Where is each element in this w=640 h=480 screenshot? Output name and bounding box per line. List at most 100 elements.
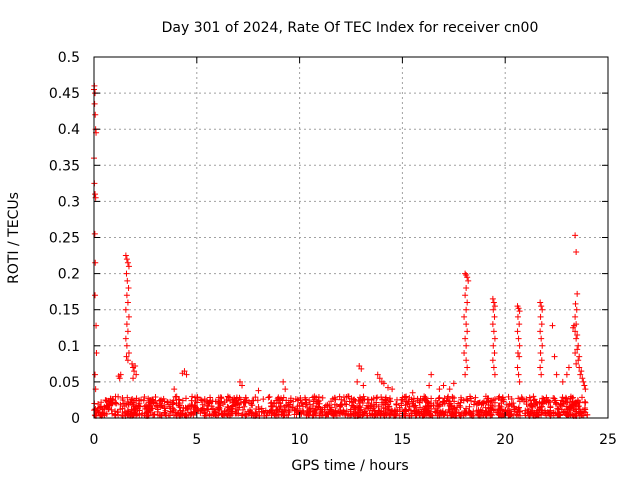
data-point: [201, 398, 208, 405]
data-point: [355, 404, 362, 411]
data-point: [475, 400, 482, 407]
data-point: [331, 394, 338, 401]
data-point: [161, 409, 168, 416]
data-point: [439, 399, 446, 406]
data-point: [375, 403, 382, 410]
x-tick-labels: 0 5 10 15 20 25: [90, 432, 617, 448]
data-point: [482, 411, 489, 418]
data-point: [461, 313, 468, 320]
data-point: [574, 331, 581, 338]
data-point: [578, 368, 585, 375]
data-point: [183, 371, 190, 378]
data-point: [354, 378, 361, 385]
data-point: [333, 402, 340, 409]
data-point: [462, 371, 469, 378]
data-point: [539, 395, 546, 402]
data-point: [192, 403, 199, 410]
data-point: [538, 357, 545, 364]
data-point: [324, 401, 331, 408]
data-point: [559, 378, 566, 385]
data-point: [443, 397, 450, 404]
data-point: [127, 412, 134, 419]
data-point: [247, 408, 254, 415]
data-point: [572, 313, 579, 320]
data-point: [463, 342, 470, 349]
data-point: [145, 395, 152, 402]
data-point: [254, 397, 261, 404]
data-point: [188, 409, 195, 416]
data-point: [423, 403, 430, 410]
data-point: [409, 389, 416, 396]
data-point: [130, 401, 137, 408]
data-point: [401, 407, 408, 414]
data-point: [451, 398, 458, 405]
data-point: [179, 397, 186, 404]
data-point: [116, 375, 123, 382]
data-point: [152, 393, 159, 400]
data-point: [462, 270, 469, 277]
data-point: [430, 402, 437, 409]
data-point: [515, 411, 522, 418]
data-point: [516, 308, 523, 315]
data-point: [125, 401, 132, 408]
data-point: [538, 321, 545, 328]
data-point: [410, 395, 417, 402]
data-point: [422, 408, 429, 415]
data-point: [310, 398, 317, 405]
data-point: [207, 397, 214, 404]
data-point: [416, 399, 423, 406]
data-point: [464, 364, 471, 371]
data-point: [265, 394, 272, 401]
data-point: [236, 378, 243, 385]
data-point: [219, 411, 226, 418]
data-point: [323, 412, 330, 419]
data-point: [131, 368, 138, 375]
data-point: [549, 322, 556, 329]
data-point: [215, 404, 222, 411]
data-point: [489, 412, 496, 419]
chart-title: Day 301 of 2024, Rate Of TEC Index for r…: [162, 20, 539, 36]
data-point: [417, 404, 424, 411]
data-point: [123, 342, 130, 349]
data-point: [505, 393, 512, 400]
data-point: [149, 396, 156, 403]
data-point: [172, 393, 179, 400]
data-point: [440, 382, 447, 389]
y-tick-label: 0.05: [49, 375, 80, 391]
data-point: [328, 398, 335, 405]
data-point: [170, 412, 177, 419]
data-point: [348, 402, 355, 409]
data-point: [471, 398, 478, 405]
data-point: [475, 407, 482, 414]
data-point: [425, 409, 432, 416]
data-point: [241, 410, 248, 417]
data-point: [579, 375, 586, 382]
data-point: [336, 393, 343, 400]
data-point: [188, 410, 195, 417]
data-point: [543, 412, 550, 419]
data-point: [464, 328, 471, 335]
data-point: [558, 403, 565, 410]
data-point: [490, 364, 497, 371]
data-point: [162, 411, 169, 418]
data-point: [436, 386, 443, 393]
data-point: [352, 398, 359, 405]
data-point: [92, 371, 99, 378]
data-point: [101, 410, 108, 417]
data-point: [123, 292, 130, 299]
data-point: [577, 371, 584, 378]
data-point: [531, 396, 538, 403]
data-point: [240, 399, 247, 406]
data-point: [277, 402, 284, 409]
data-point: [169, 399, 176, 406]
data-point: [566, 405, 573, 412]
data-point: [567, 393, 574, 400]
data-point: [539, 342, 546, 349]
data-point: [171, 386, 178, 393]
y-tick-labels: 0 0.05 0.1 0.15 0.2 0.25 0.3 0.35 0.4 0.45 0.5: [49, 50, 80, 427]
data-point: [307, 404, 314, 411]
data-point: [122, 335, 129, 342]
data-point: [424, 399, 431, 406]
data-point: [455, 400, 462, 407]
data-point: [467, 412, 474, 419]
